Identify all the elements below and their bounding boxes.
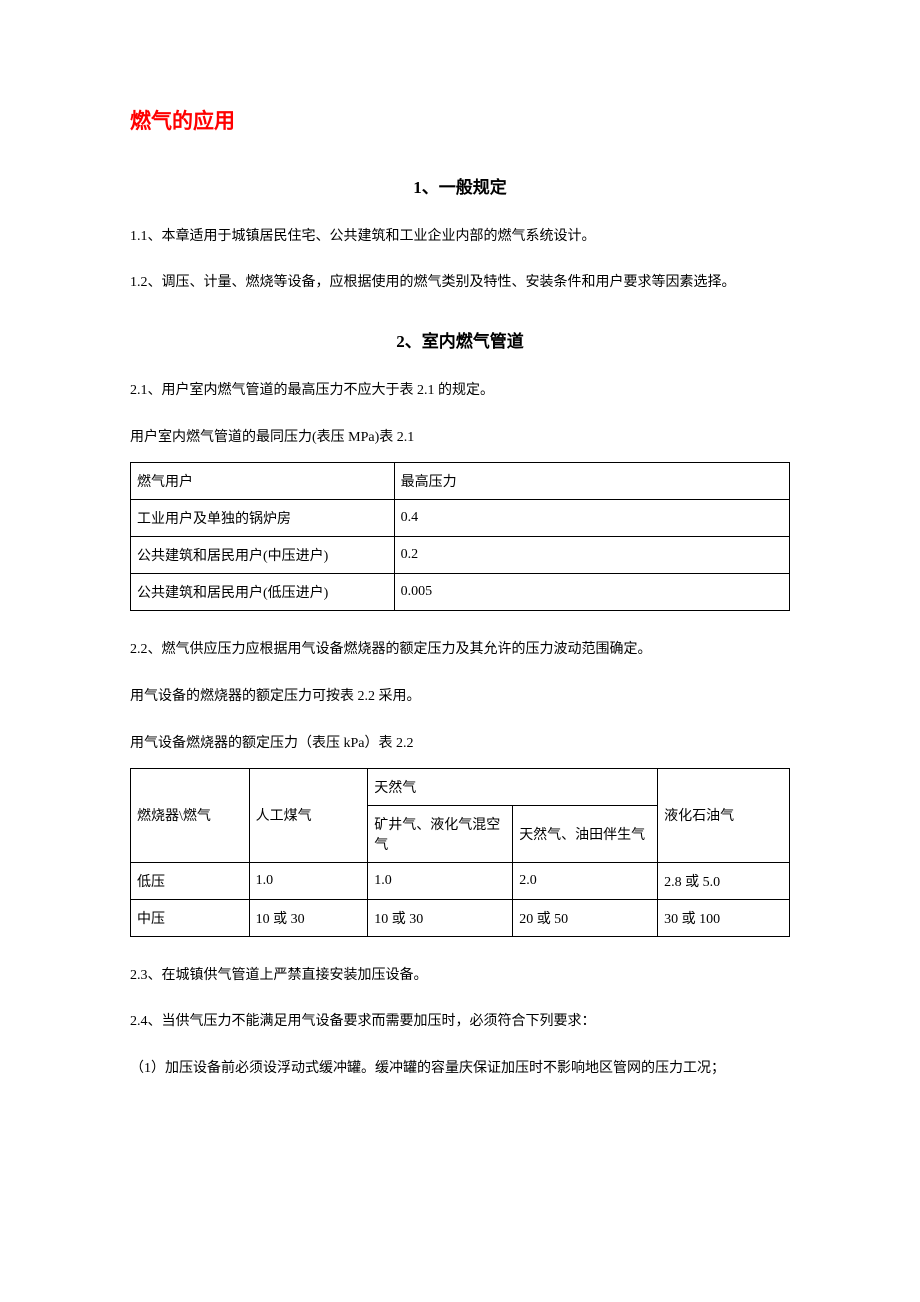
- table-cell: 低压: [131, 862, 250, 899]
- paragraph-2-3: 用气设备的燃烧器的额定压力可按表 2.2 采用。: [130, 686, 790, 708]
- table-2-1-caption: 用户室内燃气管道的最同压力(表压 MPa)表 2.1: [130, 426, 790, 446]
- table-row: 低压 1.0 1.0 2.0 2.8 或 5.0: [131, 862, 790, 899]
- table-row: 燃气用户 最高压力: [131, 463, 790, 500]
- table-cell: 2.8 或 5.0: [658, 862, 790, 899]
- paragraph-2-1: 2.1、用户室内燃气管道的最高压力不应大于表 2.1 的规定。: [130, 380, 790, 402]
- table-header-cell: 液化石油气: [658, 768, 790, 862]
- paragraph-2-2: 2.2、燃气供应压力应根据用气设备燃烧器的额定压力及其允许的压力波动范围确定。: [130, 639, 790, 661]
- table-2-2-caption: 用气设备燃烧器的额定压力（表压 kPa）表 2.2: [130, 732, 790, 752]
- table-header-cell: 天然气: [368, 768, 658, 805]
- table-cell: 工业用户及单独的锅炉房: [131, 500, 395, 537]
- table-header-cell: 天然气、油田伴生气: [513, 805, 658, 862]
- table-cell: 0.005: [394, 574, 789, 611]
- table-row: 公共建筑和居民用户(低压进户) 0.005: [131, 574, 790, 611]
- table-2-2: 燃烧器\燃气 人工煤气 天然气 液化石油气 矿井气、液化气混空气 天然气、油田伴…: [130, 768, 790, 937]
- table-header-cell: 燃气用户: [131, 463, 395, 500]
- table-cell: 30 或 100: [658, 899, 790, 936]
- table-cell: 0.4: [394, 500, 789, 537]
- table-2-1: 燃气用户 最高压力 工业用户及单独的锅炉房 0.4 公共建筑和居民用户(中压进户…: [130, 462, 790, 611]
- table-row: 工业用户及单独的锅炉房 0.4: [131, 500, 790, 537]
- table-header-cell: 矿井气、液化气混空气: [368, 805, 513, 862]
- table-header-cell: 最高压力: [394, 463, 789, 500]
- table-row: 公共建筑和居民用户(中压进户) 0.2: [131, 537, 790, 574]
- table-cell: 1.0: [368, 862, 513, 899]
- table-cell: 公共建筑和居民用户(低压进户): [131, 574, 395, 611]
- paragraph-2-4-1: （1）加压设备前必须设浮动式缓冲罐。缓冲罐的容量庆保证加压时不影响地区管网的压力…: [130, 1058, 790, 1080]
- table-cell: 公共建筑和居民用户(中压进户): [131, 537, 395, 574]
- table-cell: 1.0: [249, 862, 368, 899]
- table-cell: 中压: [131, 899, 250, 936]
- paragraph-2-4: 2.4、当供气压力不能满足用气设备要求而需要加压时，必须符合下列要求：: [130, 1011, 790, 1033]
- table-header-cell: 燃烧器\燃气: [131, 768, 250, 862]
- table-cell: 20 或 50: [513, 899, 658, 936]
- paragraph-1-2: 1.2、调压、计量、燃烧等设备，应根据使用的燃气类别及特性、安装条件和用户要求等…: [130, 272, 790, 294]
- paragraph-2-3b: 2.3、在城镇供气管道上严禁直接安装加压设备。: [130, 965, 790, 987]
- paragraph-1-1: 1.1、本章适用于城镇居民住宅、公共建筑和工业企业内部的燃气系统设计。: [130, 226, 790, 248]
- table-cell: 2.0: [513, 862, 658, 899]
- table-row: 燃烧器\燃气 人工煤气 天然气 液化石油气: [131, 768, 790, 805]
- table-cell: 0.2: [394, 537, 789, 574]
- table-row: 中压 10 或 30 10 或 30 20 或 50 30 或 100: [131, 899, 790, 936]
- section-1-heading: 1、一般规定: [130, 173, 790, 198]
- table-header-cell: 人工煤气: [249, 768, 368, 862]
- section-2-heading: 2、室内燃气管道: [130, 327, 790, 352]
- table-cell: 10 或 30: [368, 899, 513, 936]
- document-title: 燃气的应用: [130, 105, 790, 135]
- table-cell: 10 或 30: [249, 899, 368, 936]
